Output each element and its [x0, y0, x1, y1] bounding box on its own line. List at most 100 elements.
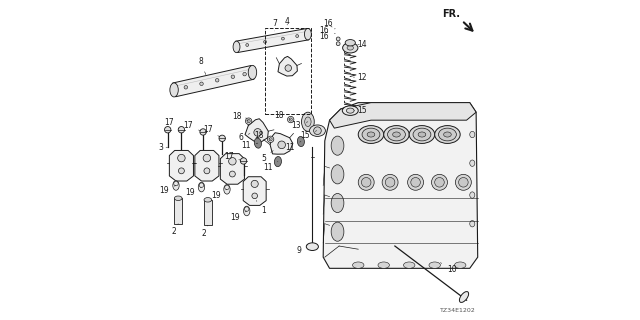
Circle shape [200, 129, 206, 135]
Circle shape [219, 135, 225, 141]
Ellipse shape [244, 206, 250, 216]
Text: 1: 1 [256, 201, 266, 215]
Ellipse shape [418, 132, 426, 137]
Text: 11: 11 [285, 141, 301, 152]
Text: 18: 18 [274, 111, 291, 120]
Text: 17: 17 [203, 125, 220, 137]
Ellipse shape [307, 243, 319, 251]
Circle shape [204, 168, 210, 174]
Ellipse shape [298, 136, 305, 147]
Ellipse shape [331, 136, 344, 155]
Text: 10: 10 [440, 263, 456, 275]
Ellipse shape [170, 83, 179, 97]
Circle shape [358, 174, 374, 190]
Ellipse shape [305, 117, 311, 126]
Polygon shape [204, 200, 212, 225]
Text: 19: 19 [186, 187, 202, 197]
Circle shape [408, 174, 424, 190]
Ellipse shape [346, 108, 354, 113]
Circle shape [184, 85, 188, 89]
Text: 2: 2 [202, 225, 208, 238]
Polygon shape [245, 119, 268, 142]
Ellipse shape [248, 65, 257, 79]
Text: 15: 15 [300, 131, 317, 140]
Ellipse shape [233, 41, 240, 52]
Ellipse shape [438, 128, 456, 141]
Ellipse shape [353, 262, 364, 268]
Circle shape [285, 65, 291, 71]
Circle shape [252, 193, 257, 199]
Polygon shape [195, 150, 219, 181]
Circle shape [164, 126, 171, 133]
Circle shape [179, 168, 184, 174]
Circle shape [314, 127, 321, 134]
Bar [265, 28, 311, 114]
Circle shape [382, 174, 398, 190]
Circle shape [336, 42, 340, 46]
Ellipse shape [413, 128, 431, 141]
Polygon shape [174, 198, 182, 224]
Ellipse shape [301, 112, 314, 131]
Polygon shape [220, 154, 244, 184]
Text: 19: 19 [230, 211, 246, 222]
Ellipse shape [444, 132, 451, 137]
Ellipse shape [470, 192, 475, 198]
Circle shape [229, 171, 236, 177]
Polygon shape [173, 66, 254, 97]
Circle shape [264, 40, 266, 43]
Ellipse shape [470, 220, 475, 227]
Polygon shape [243, 177, 266, 205]
Circle shape [431, 174, 447, 190]
Ellipse shape [310, 125, 325, 136]
Circle shape [216, 78, 219, 82]
Text: 16: 16 [319, 27, 335, 36]
Text: FR.: FR. [442, 9, 460, 19]
Text: 7: 7 [272, 19, 277, 31]
Circle shape [459, 178, 468, 187]
Ellipse shape [460, 292, 468, 302]
Circle shape [203, 154, 211, 162]
Text: 9: 9 [297, 244, 308, 255]
Text: 19: 19 [211, 189, 227, 200]
Ellipse shape [173, 181, 179, 190]
Text: 5: 5 [261, 151, 273, 163]
Ellipse shape [204, 197, 212, 202]
Circle shape [268, 136, 274, 142]
Ellipse shape [409, 125, 435, 143]
Polygon shape [236, 28, 309, 52]
Ellipse shape [254, 138, 261, 148]
Circle shape [200, 82, 204, 85]
Circle shape [296, 35, 299, 37]
Ellipse shape [345, 40, 355, 46]
Circle shape [178, 126, 184, 133]
Text: 13: 13 [291, 121, 308, 131]
Polygon shape [330, 103, 476, 128]
Circle shape [336, 37, 340, 41]
Text: 17: 17 [224, 152, 241, 161]
Text: 16: 16 [323, 20, 333, 28]
Circle shape [287, 116, 294, 123]
Circle shape [241, 158, 246, 164]
Polygon shape [170, 150, 193, 181]
Text: 16: 16 [319, 32, 335, 41]
Polygon shape [323, 103, 477, 268]
Circle shape [251, 180, 259, 188]
Ellipse shape [275, 156, 282, 167]
Ellipse shape [198, 182, 205, 192]
Ellipse shape [358, 125, 384, 143]
Ellipse shape [305, 28, 311, 40]
Ellipse shape [429, 262, 440, 268]
Circle shape [254, 129, 262, 136]
Polygon shape [278, 56, 298, 76]
Text: 4: 4 [285, 17, 290, 26]
Circle shape [385, 178, 395, 187]
Circle shape [246, 44, 249, 46]
Circle shape [243, 72, 246, 76]
Text: 6: 6 [238, 133, 250, 142]
Circle shape [246, 118, 252, 124]
Ellipse shape [331, 194, 344, 212]
Ellipse shape [454, 262, 466, 268]
Ellipse shape [384, 125, 409, 143]
Text: 14: 14 [357, 40, 367, 49]
Ellipse shape [393, 132, 400, 137]
